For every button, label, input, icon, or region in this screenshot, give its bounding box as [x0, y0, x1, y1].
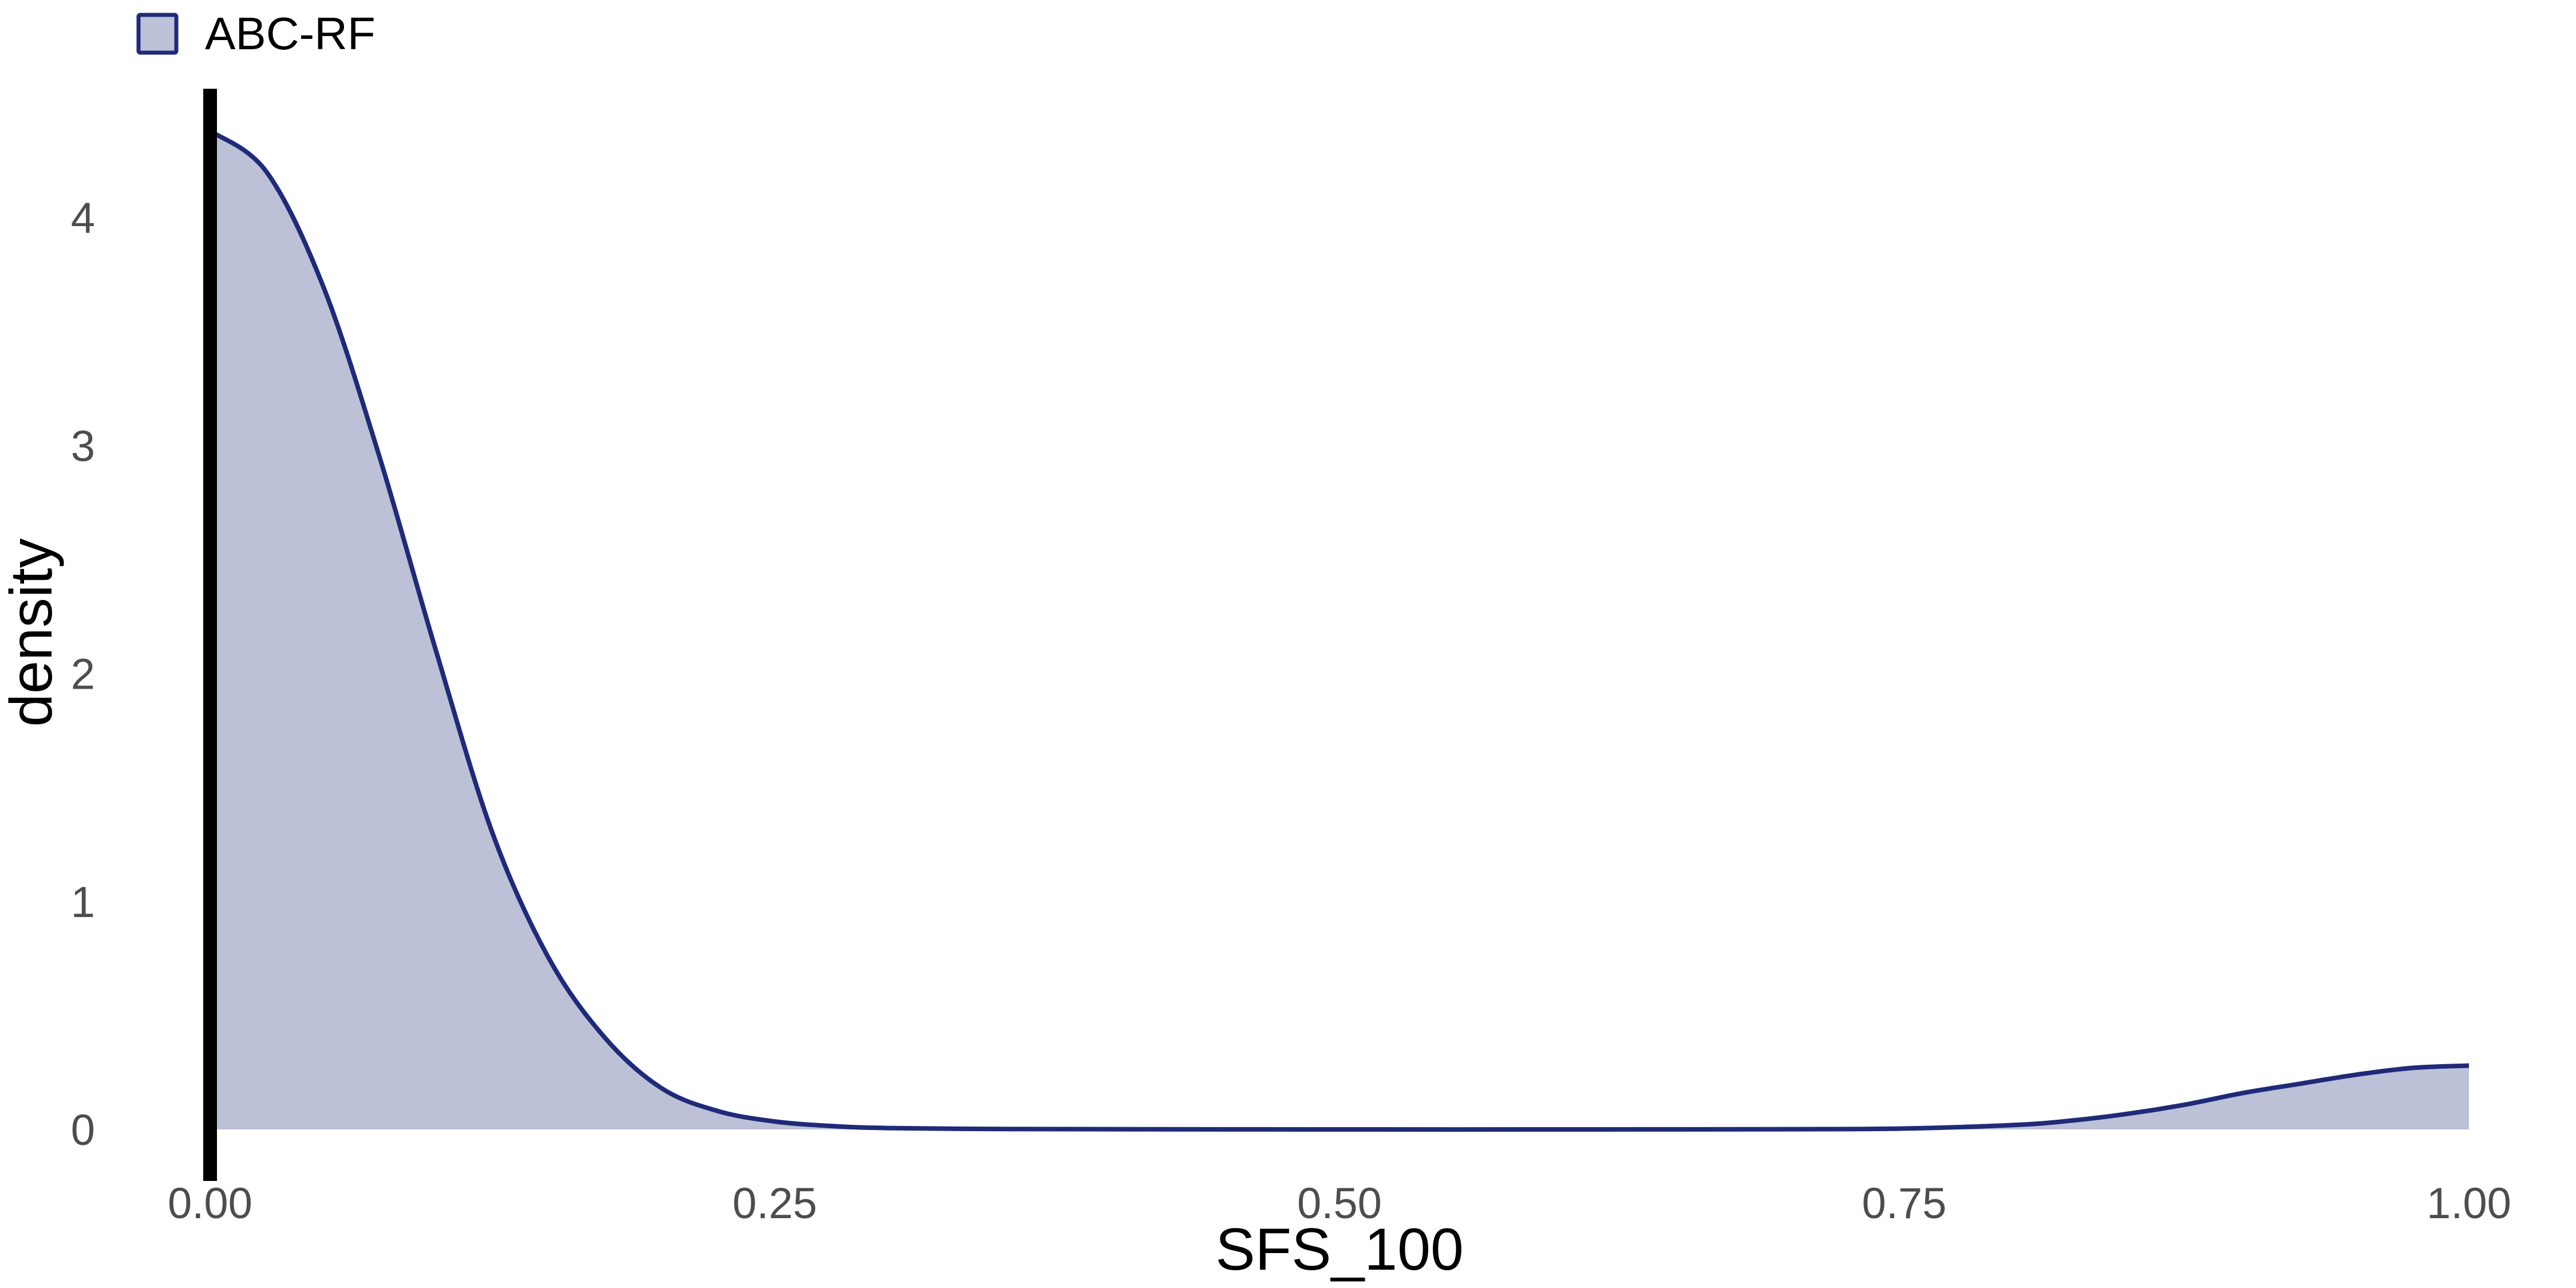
legend-swatch [136, 13, 179, 55]
legend-label-abc-rf: ABC-RF [205, 8, 376, 59]
y-tick-label: 2 [71, 650, 95, 699]
x-tick-label: 0.25 [733, 1179, 817, 1228]
density-area-abc-rf [210, 131, 2469, 1130]
density-line-abc-rf [208, 129, 2470, 1132]
x-axis-ticks: 0.00 0.25 0.50 0.75 1.00 [168, 1179, 2511, 1228]
legend: ABC-RF [136, 8, 376, 59]
y-axis-title: density [0, 538, 65, 727]
x-axis-title: SFS_100 [1215, 1216, 1464, 1283]
x-tick-label: 1.00 [2427, 1179, 2511, 1228]
y-tick-label: 0 [71, 1106, 95, 1155]
y-tick-label: 1 [71, 878, 95, 927]
x-tick-label: 0.50 [1297, 1179, 1382, 1228]
y-tick-label: 4 [71, 194, 95, 243]
x-tick-label: 0.75 [1862, 1179, 1947, 1228]
y-axis-ticks: 0 1 2 3 4 [71, 194, 95, 1155]
line-layer [208, 129, 2470, 1132]
x-tick-label: 0.00 [168, 1179, 252, 1228]
y-tick-label: 3 [71, 422, 95, 471]
area-layer [210, 131, 2469, 1130]
